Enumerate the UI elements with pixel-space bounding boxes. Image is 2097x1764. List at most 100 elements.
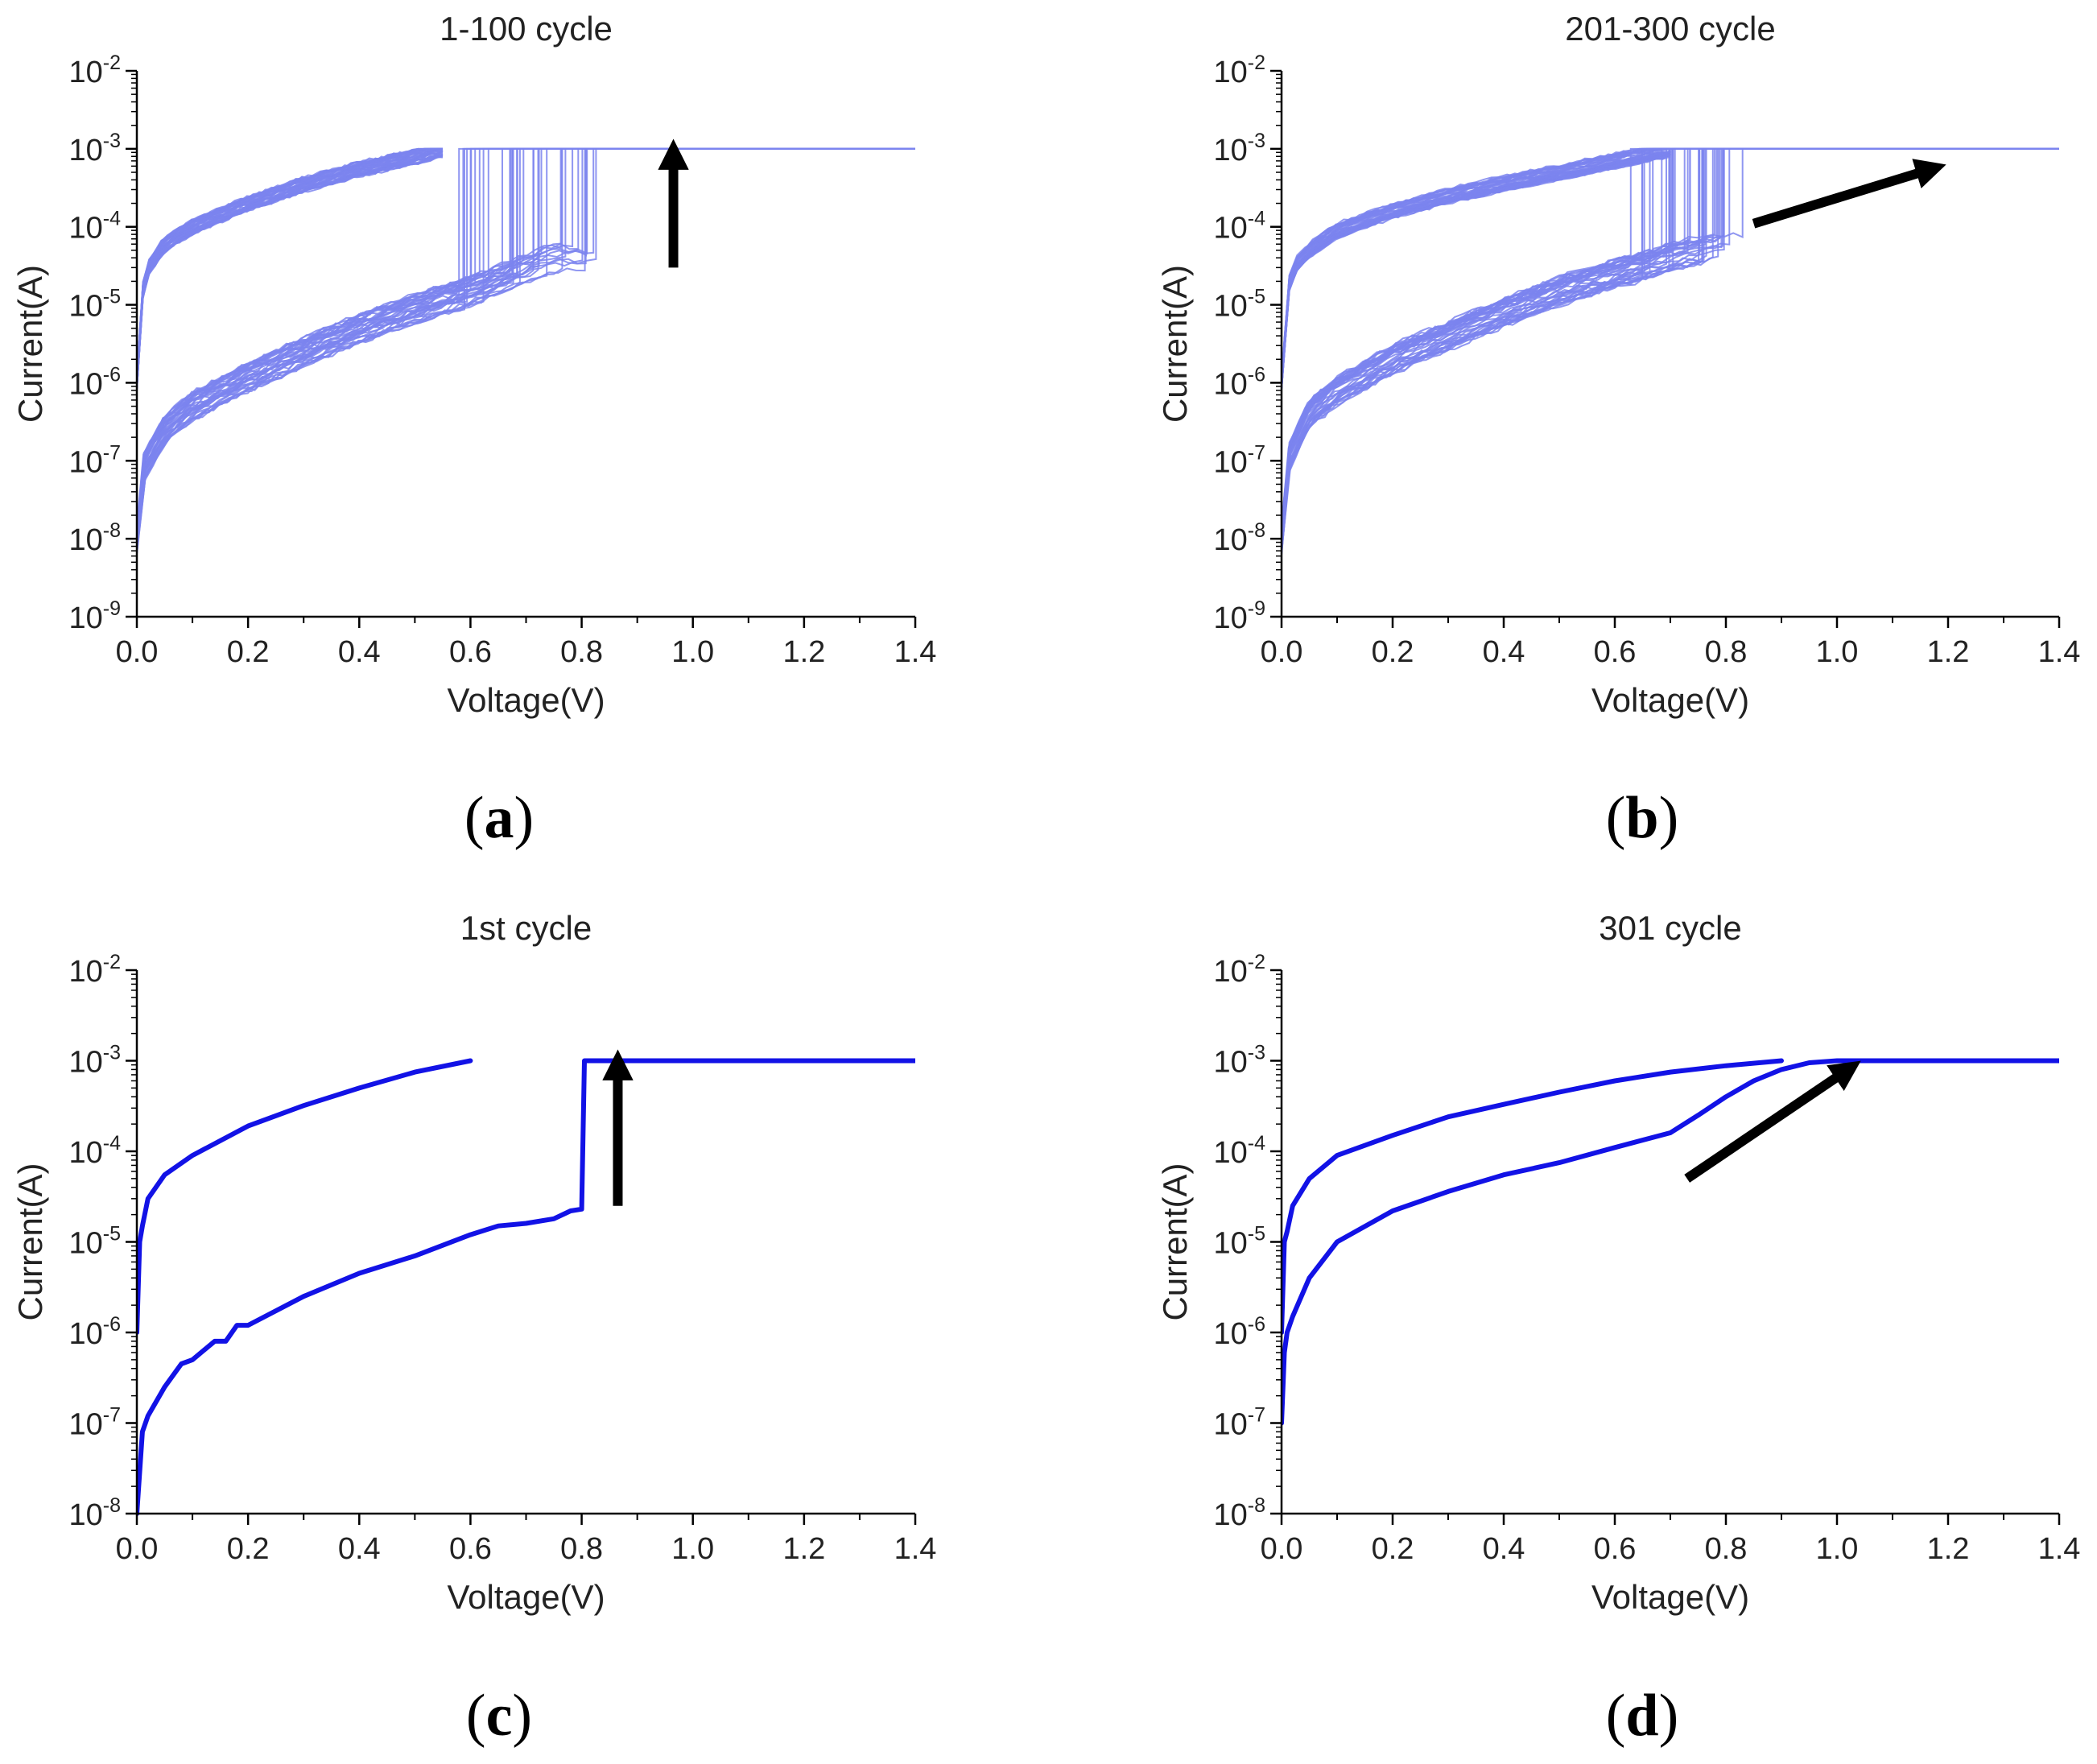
reset-sweep-line	[137, 150, 444, 388]
set-sweep-line	[137, 147, 915, 540]
chart-panel-d: 301 cycle 0.0 0.2 0.4 0.6 0.8 1.0 1.2 1.4 10-8 10-…	[1156, 909, 2080, 1616]
set-sweep-line	[1282, 147, 2059, 534]
x-tick-label: 0.8	[560, 1532, 603, 1566]
y-tick-label: 10-4	[1213, 1132, 1265, 1170]
set-sweep-line	[137, 147, 915, 527]
x-tick-label: 0.2	[227, 635, 270, 669]
y-tick-label: 10-8	[68, 1494, 121, 1532]
annotation-arrow	[1684, 1060, 1861, 1183]
chart-panel-a: 1-100 cycle 0.0 0.2 0.4 0.6 0.8 1.0 1.2 1.4 10-9 1…	[11, 10, 936, 719]
set-sweep-line	[1282, 147, 2059, 537]
x-tick-label: 0.0	[116, 635, 159, 669]
x-tick-label: 1.0	[671, 1532, 714, 1566]
x-tick-label: 1.4	[894, 1532, 937, 1566]
reset-sweep-line	[137, 1058, 473, 1335]
x-axis-label: Voltage(V)	[447, 1578, 605, 1616]
chart-title: 301 cycle	[1599, 909, 1741, 947]
set-sweep-line	[137, 147, 915, 529]
x-tick-label: 0.0	[1261, 1532, 1303, 1566]
x-tick-label: 0.0	[1261, 635, 1303, 669]
panel-label: (d)	[1606, 1683, 1678, 1749]
y-tick-label: 10-4	[68, 208, 121, 246]
y-tick-label: 10-6	[1213, 363, 1265, 401]
y-tick-label: 10-9	[1213, 597, 1265, 635]
data-area	[1282, 147, 2059, 556]
set-sweep-line	[137, 1058, 915, 1516]
set-sweep-line	[1282, 147, 2059, 527]
data-area	[137, 1058, 915, 1516]
x-tick-label: 1.4	[894, 635, 937, 669]
y-tick-label: 10-3	[68, 1042, 121, 1080]
y-tick-label: 10-3	[1213, 1042, 1265, 1080]
y-tick-label: 10-5	[1213, 1223, 1265, 1261]
data-area	[1282, 1058, 2059, 1426]
reset-sweep-line	[137, 147, 444, 384]
x-tick-label: 1.2	[782, 1532, 825, 1566]
y-tick-label: 10-2	[68, 52, 121, 89]
panel-label: (c)	[466, 1683, 532, 1749]
x-tick-label: 0.2	[227, 1532, 270, 1566]
set-sweep-line	[137, 147, 915, 544]
reset-sweep-line	[137, 147, 443, 377]
chart-title: 1st cycle	[460, 909, 592, 947]
x-tick-label: 0.2	[1372, 635, 1414, 669]
x-tick-label: 1.2	[1927, 1532, 1970, 1566]
reset-sweep-line	[137, 154, 444, 389]
y-tick-label: 10-6	[68, 363, 121, 401]
reset-sweep-line	[137, 147, 443, 378]
y-tick-label: 10-3	[68, 130, 121, 167]
y-tick-label: 10-9	[68, 597, 121, 635]
set-sweep-line	[137, 147, 915, 533]
x-axis-label: Voltage(V)	[1591, 681, 1749, 719]
x-tick-label: 1.4	[2038, 635, 2081, 669]
x-tick-label: 0.6	[449, 635, 492, 669]
reset-sweep-line	[137, 147, 443, 378]
x-tick-label: 0.4	[338, 1532, 381, 1566]
x-tick-label: 1.2	[1927, 635, 1970, 669]
x-axis-label: Voltage(V)	[447, 681, 605, 719]
x-tick-label: 0.0	[116, 1532, 159, 1566]
y-axis-label: Current(A)	[1156, 265, 1194, 423]
x-tick-label: 0.8	[560, 635, 603, 669]
set-sweep-line	[137, 147, 915, 554]
y-tick-label: 10-8	[1213, 519, 1265, 557]
y-axis-label: Current(A)	[11, 265, 49, 423]
data-area	[137, 147, 915, 554]
set-sweep-line	[1282, 147, 2059, 552]
y-tick-label: 10-8	[68, 519, 121, 557]
reset-sweep-line	[137, 153, 444, 389]
x-tick-label: 0.8	[1705, 1532, 1748, 1566]
x-tick-label: 0.6	[1594, 635, 1637, 669]
reset-sweep-line	[1282, 147, 1670, 378]
set-sweep-line	[1282, 147, 2059, 527]
x-tick-label: 0.6	[449, 1532, 492, 1566]
y-tick-label: 10-2	[1213, 951, 1265, 989]
x-tick-label: 0.6	[1594, 1532, 1637, 1566]
chart-panel-b: 201-300 cycle 0.0 0.2 0.4 0.6 0.8 1.0 1.2 1.4 10-…	[1156, 10, 2080, 719]
y-tick-label: 10-5	[68, 286, 121, 324]
set-sweep-line	[137, 147, 915, 543]
y-tick-label: 10-8	[1213, 1494, 1265, 1532]
y-tick-label: 10-5	[1213, 286, 1265, 324]
x-tick-label: 1.0	[1816, 1532, 1859, 1566]
set-sweep-line	[1282, 1058, 2059, 1426]
reset-sweep-line	[1282, 151, 1671, 385]
y-axis-label: Current(A)	[1156, 1163, 1194, 1320]
y-tick-label: 10-6	[1213, 1313, 1265, 1351]
y-tick-label: 10-2	[1213, 52, 1265, 89]
reset-sweep-line	[1282, 153, 1671, 390]
y-axis-label: Current(A)	[11, 1163, 49, 1320]
y-tick-label: 10-5	[68, 1223, 121, 1261]
set-sweep-line	[1282, 147, 2059, 550]
y-tick-label: 10-3	[1213, 130, 1265, 167]
x-tick-label: 1.4	[2038, 1532, 2081, 1566]
panel-label: (b)	[1606, 785, 1678, 851]
x-tick-label: 0.8	[1705, 635, 1748, 669]
x-tick-label: 1.2	[782, 635, 825, 669]
y-tick-label: 10-7	[68, 441, 121, 479]
x-tick-label: 1.0	[671, 635, 714, 669]
y-tick-label: 10-6	[68, 1313, 121, 1351]
annotation-arrow	[1752, 159, 1946, 229]
chart-title: 201-300 cycle	[1565, 10, 1776, 48]
